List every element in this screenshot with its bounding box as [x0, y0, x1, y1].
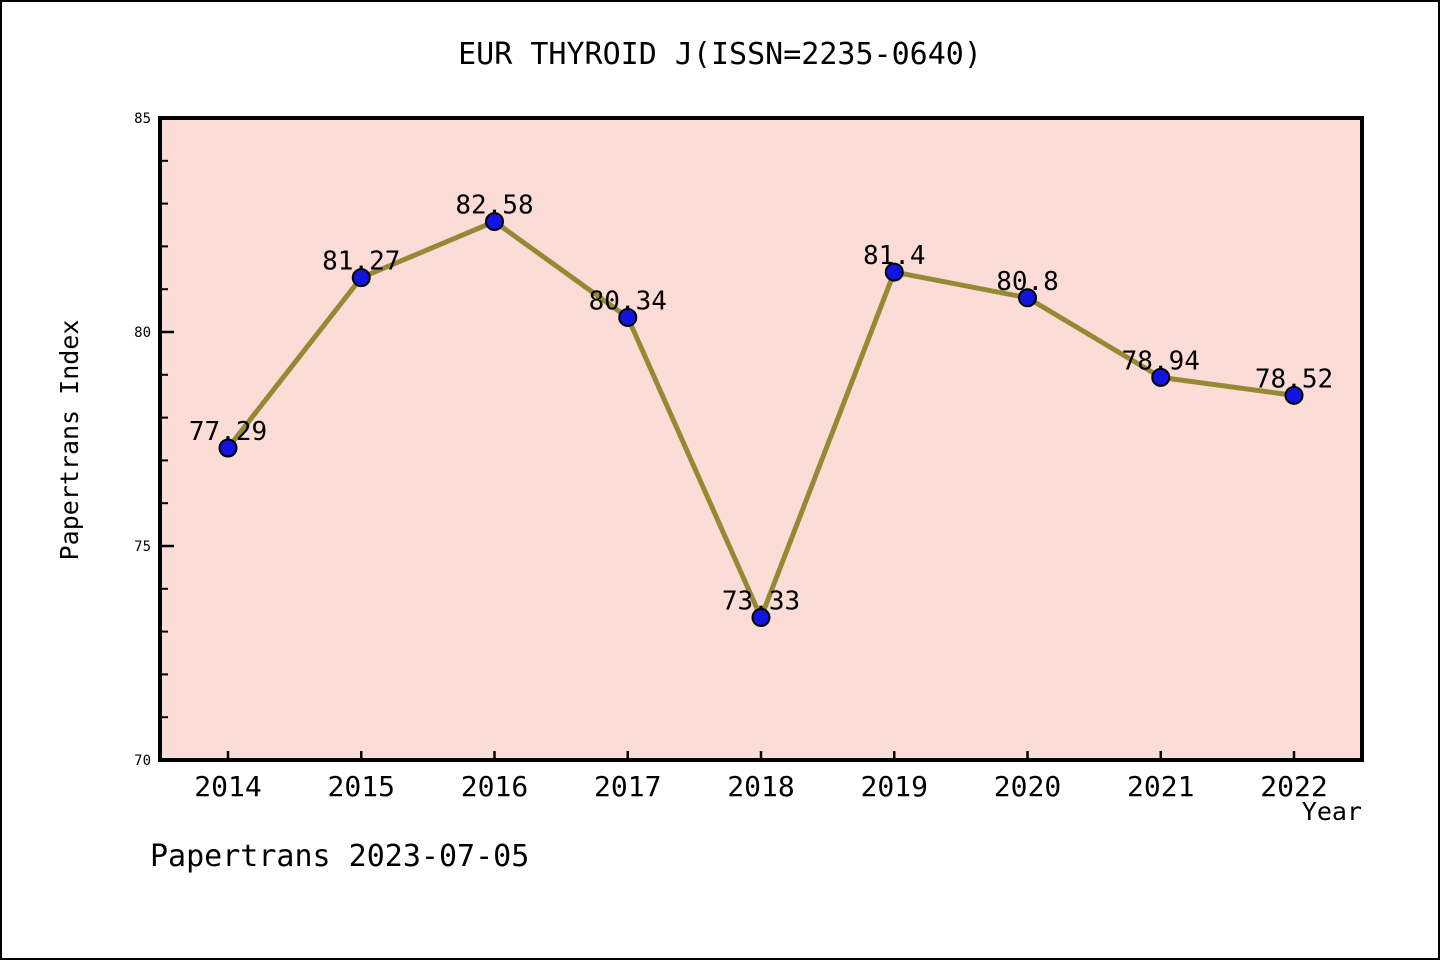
data-point: [1284, 385, 1304, 405]
point-value-label: 80.8: [996, 267, 1059, 297]
chart-title: EUR THYROID J(ISSN=2235-0640): [458, 37, 982, 72]
x-tick-label: 2015: [328, 770, 395, 803]
x-tick-label: 2017: [594, 770, 661, 803]
point-value-label: 80.34: [589, 286, 667, 316]
data-point: [884, 262, 904, 282]
point-value-label: 81.4: [863, 241, 926, 271]
watermark-text: Papertrans 2023-07-05: [150, 839, 529, 874]
plot-area: [158, 116, 1364, 762]
x-tick-label: 2021: [1127, 770, 1194, 803]
y-axis-ticks: 70 75 80 85: [134, 111, 174, 769]
y-tick-label: 80: [134, 325, 151, 341]
x-tick-label: 2014: [194, 770, 261, 803]
y-tick-label: 85: [134, 111, 151, 127]
x-tick-label: 2016: [461, 770, 528, 803]
x-axis-label: Year: [1302, 797, 1362, 826]
data-series: 77.29 81.27 82.58 80.34 73.33 81.4 80.8 78.94 78…: [189, 191, 1333, 627]
data-point: [618, 307, 638, 327]
point-value-label: 73.33: [722, 586, 800, 616]
point-value-label: 78.52: [1255, 364, 1333, 394]
x-tick-label: 2019: [861, 770, 928, 803]
point-value-label: 78.94: [1122, 346, 1200, 376]
data-point: [218, 438, 238, 458]
y-tick-label: 75: [134, 539, 151, 555]
x-tick-label: 2020: [994, 770, 1061, 803]
x-tick-label: 2018: [727, 770, 794, 803]
point-value-label: 82.58: [455, 191, 533, 221]
y-tick-label: 70: [134, 753, 151, 769]
data-point: [485, 212, 504, 232]
x-tick-label: 2022: [1260, 770, 1327, 803]
data-point: [751, 607, 771, 627]
data-point: [1151, 367, 1171, 387]
data-point: [1018, 288, 1037, 308]
y-axis-label: Papertrans Index: [55, 320, 84, 561]
point-value-label: 77.29: [189, 417, 267, 447]
point-value-label: 81.27: [322, 247, 400, 277]
data-point: [351, 268, 371, 288]
x-axis-ticks: 2014 2015 2016 2017 2018 2019 2020 2021 2022: [194, 751, 1328, 803]
